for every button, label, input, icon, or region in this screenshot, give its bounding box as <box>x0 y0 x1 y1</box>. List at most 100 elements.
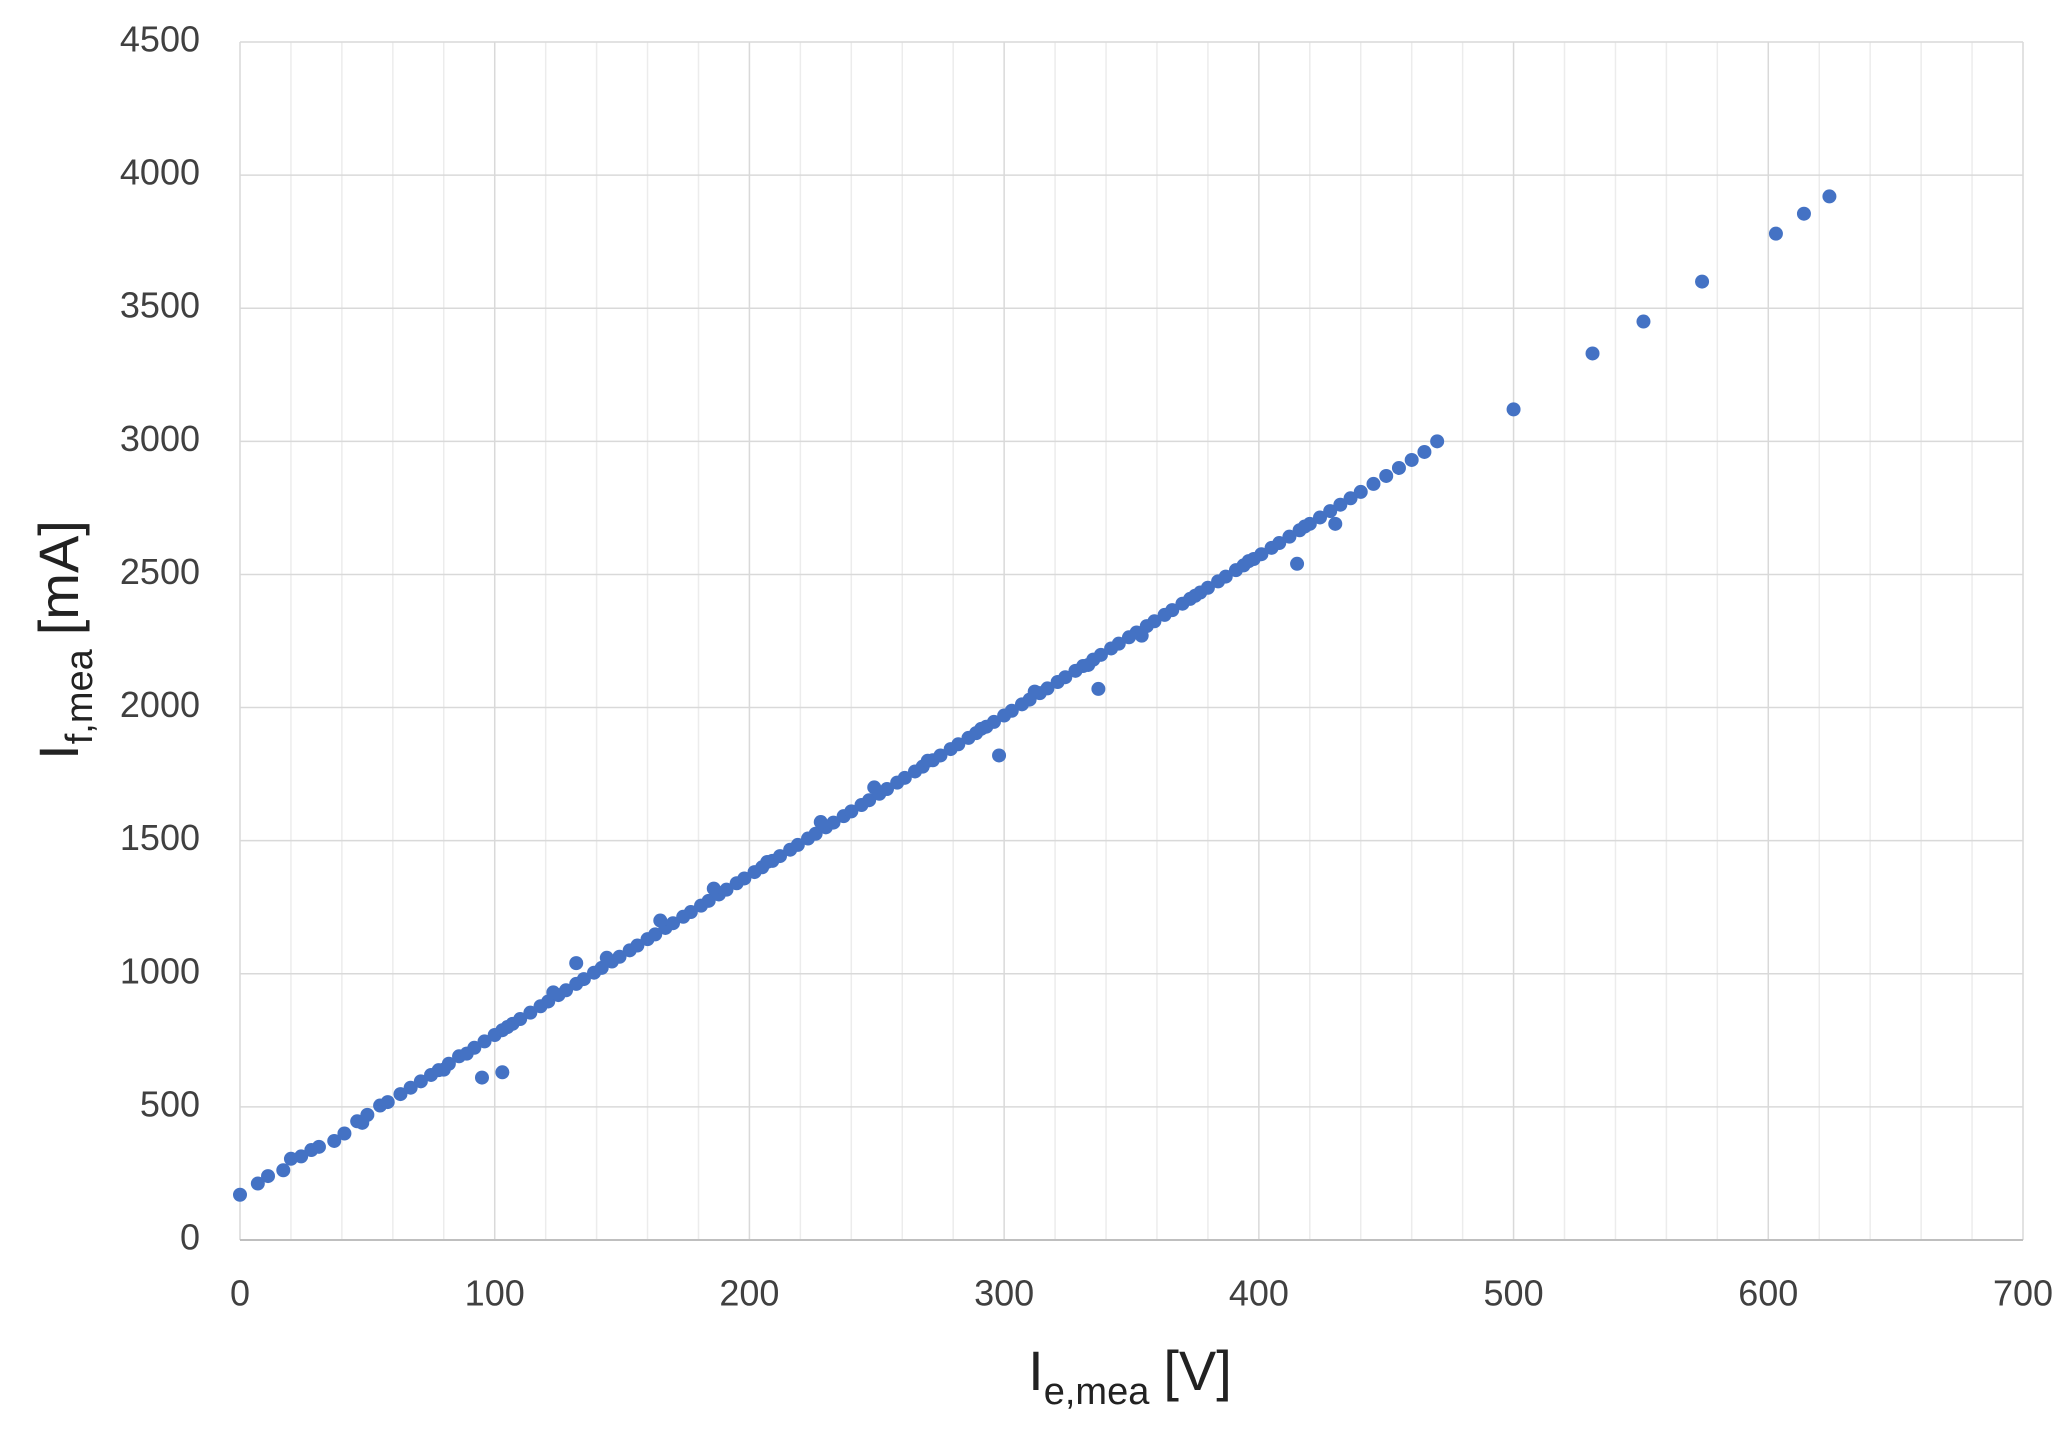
y-tick-label: 3000 <box>120 418 200 459</box>
point <box>294 1149 309 1164</box>
point <box>1200 580 1215 595</box>
x-tick-label: 0 <box>230 1273 250 1314</box>
point <box>1241 554 1256 569</box>
point <box>474 1070 489 1085</box>
point <box>1081 657 1096 672</box>
y-tick-label: 500 <box>140 1083 200 1124</box>
point <box>569 956 584 971</box>
point <box>648 927 663 942</box>
point <box>790 837 805 852</box>
point <box>495 1065 510 1080</box>
y-tick-label: 0 <box>180 1217 200 1258</box>
point <box>1188 588 1203 603</box>
point <box>1093 647 1108 662</box>
y-title-unit: [mA] <box>27 520 90 635</box>
point <box>862 793 877 808</box>
point <box>974 721 989 736</box>
point <box>477 1034 492 1049</box>
point <box>467 1040 482 1055</box>
point <box>1333 497 1348 512</box>
point <box>1058 670 1073 685</box>
point <box>760 854 775 869</box>
point <box>1585 346 1600 361</box>
point <box>523 1005 538 1020</box>
point <box>612 949 627 964</box>
point <box>413 1074 428 1089</box>
point <box>1323 504 1338 519</box>
x-tick-label: 500 <box>1484 1273 1544 1314</box>
point <box>683 905 698 920</box>
point <box>380 1095 395 1110</box>
point <box>867 780 882 795</box>
point <box>1636 314 1651 329</box>
point <box>1768 226 1783 241</box>
point <box>1290 556 1305 571</box>
point <box>1165 603 1180 618</box>
point <box>1282 529 1297 544</box>
point <box>951 737 966 752</box>
point <box>772 849 787 864</box>
point <box>1111 636 1126 651</box>
point <box>701 893 716 908</box>
point <box>737 871 752 886</box>
point <box>436 1062 451 1077</box>
y-tick-label: 1500 <box>120 817 200 858</box>
y-title-main: I <box>27 744 90 760</box>
y-title-sub: f,mea <box>59 648 101 744</box>
point <box>653 913 668 928</box>
point <box>1004 703 1019 718</box>
point <box>920 753 935 768</box>
x-title-sub: e,mea <box>1044 1371 1150 1413</box>
point <box>500 1020 515 1035</box>
point <box>1254 547 1269 562</box>
y-tick-label: 2500 <box>120 551 200 592</box>
point <box>1297 519 1312 534</box>
point <box>355 1115 370 1130</box>
point <box>1353 484 1368 499</box>
y-tick-label: 3500 <box>120 285 200 326</box>
point <box>844 804 859 819</box>
point <box>1040 681 1055 696</box>
point <box>559 983 574 998</box>
point <box>513 1012 528 1027</box>
y-tick-label: 2000 <box>120 684 200 725</box>
x-axis-title: Ie,mea [V] <box>1028 1339 1232 1413</box>
point <box>1272 536 1287 551</box>
point <box>261 1169 276 1184</box>
point <box>879 782 894 797</box>
point <box>1328 516 1343 531</box>
x-title-unit: [V] <box>1163 1339 1231 1402</box>
point <box>1404 452 1419 467</box>
point <box>250 1176 265 1191</box>
point <box>897 770 912 785</box>
point <box>1430 434 1445 449</box>
point <box>546 985 561 1000</box>
point <box>630 938 645 953</box>
point <box>706 881 721 896</box>
y-tick-label: 1000 <box>120 950 200 991</box>
point <box>933 748 948 763</box>
point <box>1147 614 1162 629</box>
point <box>1506 402 1521 417</box>
y-axis-title: If,mea [mA] <box>27 520 101 760</box>
x-tick-label: 400 <box>1229 1273 1289 1314</box>
point <box>808 826 823 841</box>
x-title-main: I <box>1028 1339 1044 1402</box>
x-tick-label: 200 <box>719 1273 779 1314</box>
point <box>1027 684 1042 699</box>
point <box>1391 460 1406 475</box>
point <box>1218 569 1233 584</box>
point <box>1796 206 1811 221</box>
point <box>1134 628 1149 643</box>
point <box>1091 681 1106 696</box>
point <box>311 1139 326 1154</box>
point <box>1312 510 1327 525</box>
point <box>233 1187 247 1202</box>
point <box>813 815 828 830</box>
x-tick-label: 300 <box>974 1273 1034 1314</box>
point <box>1379 468 1394 483</box>
point <box>337 1126 352 1141</box>
point <box>666 916 681 931</box>
point <box>1343 491 1358 506</box>
